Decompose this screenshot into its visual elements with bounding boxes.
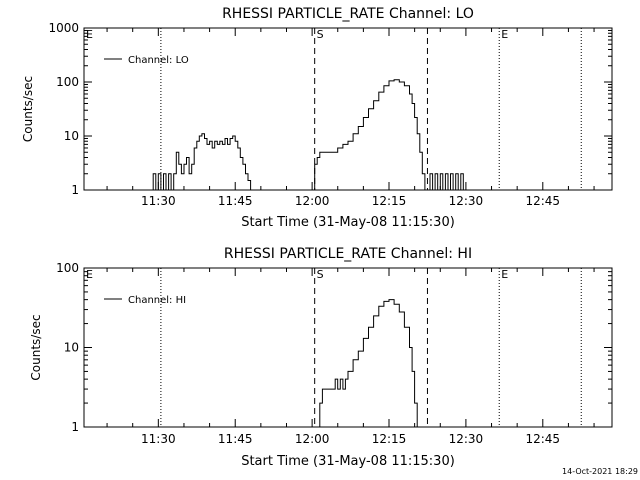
x-tick-label-2: 12:00 bbox=[295, 432, 330, 446]
x-tick-label-1: 11:45 bbox=[218, 194, 253, 208]
x-tick-label-3: 12:15 bbox=[372, 432, 407, 446]
legend-label: Channel: HI bbox=[128, 295, 186, 306]
marker-label-2: S bbox=[317, 268, 324, 281]
x-tick-label-5: 12:45 bbox=[525, 432, 560, 446]
x-tick-label-1: 11:45 bbox=[218, 432, 253, 446]
x-tick-label-0: 11:30 bbox=[141, 432, 176, 446]
x-tick-label-2: 12:00 bbox=[295, 194, 330, 208]
marker-label-0: E bbox=[86, 268, 93, 281]
y-tick-label-1: 10 bbox=[64, 341, 79, 355]
y-tick-label-2: 100 bbox=[56, 261, 79, 275]
x-tick-label-4: 12:30 bbox=[449, 194, 484, 208]
marker-label-4: E bbox=[501, 268, 508, 281]
x-tick-label-0: 11:30 bbox=[141, 194, 176, 208]
y-axis-label: Counts/sec bbox=[29, 314, 43, 380]
x-axis-label: Start Time (31-May-08 11:15:30) bbox=[241, 454, 455, 469]
chart-title: RHESSI PARTICLE_RATE Channel: HI bbox=[224, 246, 472, 262]
series-line-0-segment-0 bbox=[150, 133, 252, 191]
legend-label: Channel: LO bbox=[128, 55, 189, 66]
series-line-0-segment-0 bbox=[317, 299, 418, 428]
marker-label-0: E bbox=[86, 28, 93, 41]
y-tick-label-3: 1000 bbox=[48, 21, 79, 35]
hi-channel-panel: RHESSI PARTICLE_RATE Channel: HI E S E 11:30… bbox=[29, 246, 613, 469]
series-line-0-segment-2 bbox=[427, 173, 464, 191]
x-axis-label: Start Time (31-May-08 11:15:30) bbox=[241, 215, 455, 230]
y-tick-label-0: 1 bbox=[71, 183, 79, 197]
x-tick-label-5: 12:45 bbox=[525, 194, 560, 208]
x-tick-label-3: 12:15 bbox=[372, 194, 407, 208]
marker-label-2: S bbox=[317, 28, 324, 41]
y-tick-label-2: 100 bbox=[56, 75, 79, 89]
plot-frame bbox=[83, 27, 613, 191]
y-tick-label-1: 10 bbox=[64, 129, 79, 143]
chart-title: RHESSI PARTICLE_RATE Channel: LO bbox=[222, 6, 474, 22]
y-tick-label-0: 1 bbox=[71, 420, 79, 434]
marker-label-4: E bbox=[501, 28, 508, 41]
series-line-0-segment-1 bbox=[312, 79, 426, 191]
lo-channel-panel: RHESSI PARTICLE_RATE Channel: LO E S E 11:30… bbox=[21, 6, 613, 230]
y-axis-label: Counts/sec bbox=[21, 76, 35, 142]
x-tick-label-4: 12:30 bbox=[449, 432, 484, 446]
generation-timestamp: 14-Oct-2021 18:29 bbox=[562, 467, 638, 476]
